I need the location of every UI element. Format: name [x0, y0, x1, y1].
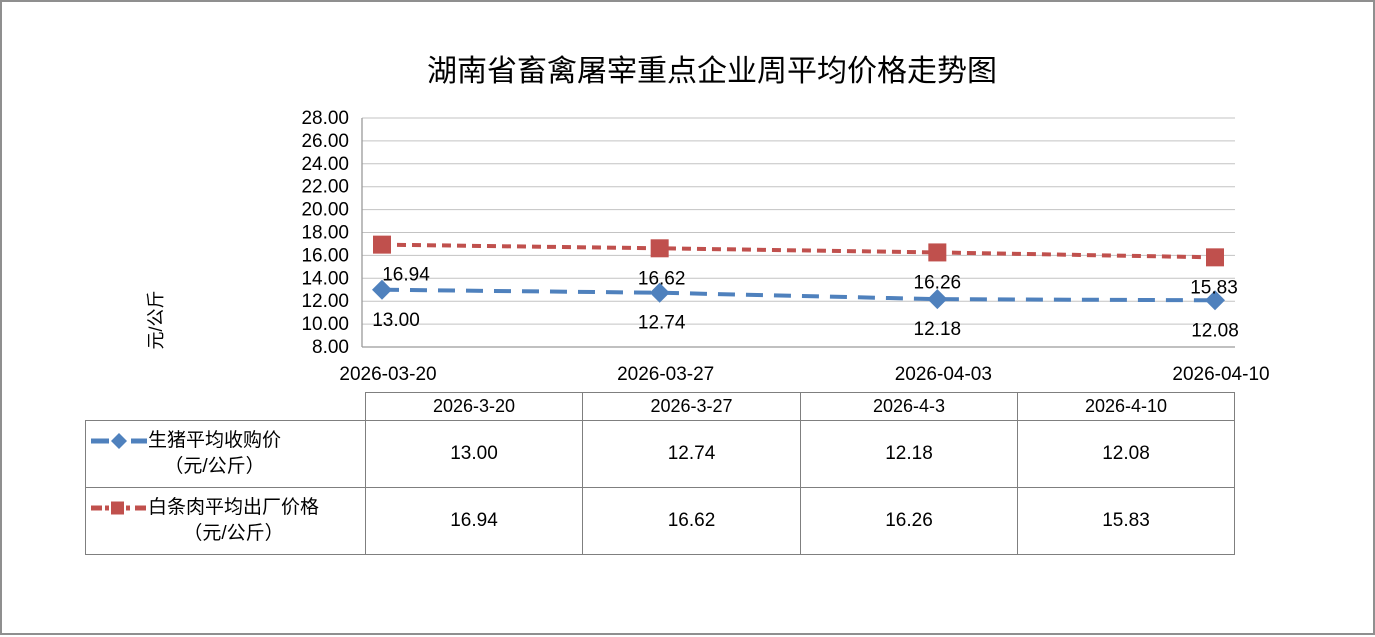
marker-carcass-factory-price [928, 243, 947, 262]
y-tick-label: 24.00 [301, 154, 349, 175]
table-header-date-2: 2026-3-27 [582, 392, 800, 420]
table-corner-cell [85, 392, 365, 420]
series-line-pig-purchase-price [381, 287, 1216, 303]
data-label-pig-purchase-price: 13.00 [372, 310, 420, 331]
marker-pig-purchase-price [927, 289, 948, 310]
legend-label-pig-purchase-price: 生猪平均收购价 （元/公斤） [148, 428, 281, 480]
series-line-carcass-factory-price [381, 242, 1216, 260]
marker-pig-purchase-price [1205, 290, 1225, 311]
table-value-pig-week4: 12.08 [1017, 420, 1235, 487]
table-value-pig-week3: 12.18 [800, 420, 1017, 487]
table-value-pig-week2: 12.74 [582, 420, 800, 487]
data-label-carcass-factory-price: 16.26 [914, 272, 962, 293]
y-tick-label: 22.00 [301, 177, 349, 198]
data-label-pig-purchase-price: 12.08 [1191, 320, 1239, 341]
table-value-carcass-week3: 16.26 [800, 487, 1017, 555]
legend-label-line2: （元/公斤） [183, 523, 284, 544]
y-tick-label: 8.00 [312, 337, 349, 358]
x-tick-label: 2026-04-10 [1172, 364, 1269, 385]
y-tick-label: 18.00 [301, 223, 349, 244]
x-tick-label: 2026-03-20 [339, 364, 436, 385]
y-axis-title: 元/公斤 [146, 290, 166, 349]
table-header-date-1: 2026-3-20 [365, 392, 582, 420]
table-value-carcass-week2: 16.62 [582, 487, 800, 555]
table-value-carcass-week4: 15.83 [1017, 487, 1235, 555]
marker-carcass-factory-price [650, 239, 669, 258]
legend-label-line1: 白条肉平均出厂价格 [148, 497, 320, 518]
y-tick-label: 12.00 [301, 291, 349, 312]
y-tick-label: 28.00 [301, 108, 349, 129]
table-header-date-3: 2026-4-3 [800, 392, 1017, 420]
data-label-carcass-factory-price: 15.83 [1190, 277, 1238, 298]
legend-label-line1: 生猪平均收购价 [148, 430, 282, 451]
marker-pig-purchase-price [649, 282, 670, 303]
legend-key-dashed-square-icon [91, 501, 146, 515]
marker-carcass-factory-price [1206, 248, 1224, 267]
table-value-carcass-week1: 16.94 [365, 487, 582, 555]
legend-label-carcass-factory-price: 白条肉平均出厂价格 （元/公斤） [148, 495, 319, 547]
marker-pig-purchase-price [372, 279, 392, 300]
legend-entry-pig-purchase-price: 生猪平均收购价 （元/公斤） [85, 420, 365, 487]
y-tick-label: 16.00 [301, 245, 349, 266]
table-value-pig-week1: 13.00 [365, 420, 582, 487]
legend-key-dashed-diamond-icon [91, 433, 147, 449]
data-label-pig-purchase-price: 12.18 [914, 319, 962, 340]
y-tick-label: 10.00 [301, 314, 349, 335]
x-tick-label: 2026-03-27 [617, 364, 714, 385]
marker-carcass-factory-price [373, 235, 391, 254]
data-label-carcass-factory-price: 16.62 [638, 268, 686, 289]
table-header-date-4: 2026-4-10 [1017, 392, 1235, 420]
data-label-carcass-factory-price: 16.94 [382, 265, 430, 286]
y-tick-label: 20.00 [301, 200, 349, 221]
legend-label-line2: （元/公斤） [164, 456, 265, 477]
legend-entry-carcass-factory-price: 白条肉平均出厂价格 （元/公斤） [85, 487, 365, 555]
x-tick-label: 2026-04-03 [895, 364, 992, 385]
data-table: 2026-3-20 2026-3-27 2026-4-3 2026-4-10 生… [85, 392, 1235, 555]
y-tick-label: 26.00 [301, 131, 349, 152]
data-label-pig-purchase-price: 12.74 [638, 313, 686, 334]
y-tick-label: 14.00 [301, 268, 349, 289]
chart-title: 湖南省畜禽屠宰重点企业周平均价格走势图 [427, 55, 997, 88]
